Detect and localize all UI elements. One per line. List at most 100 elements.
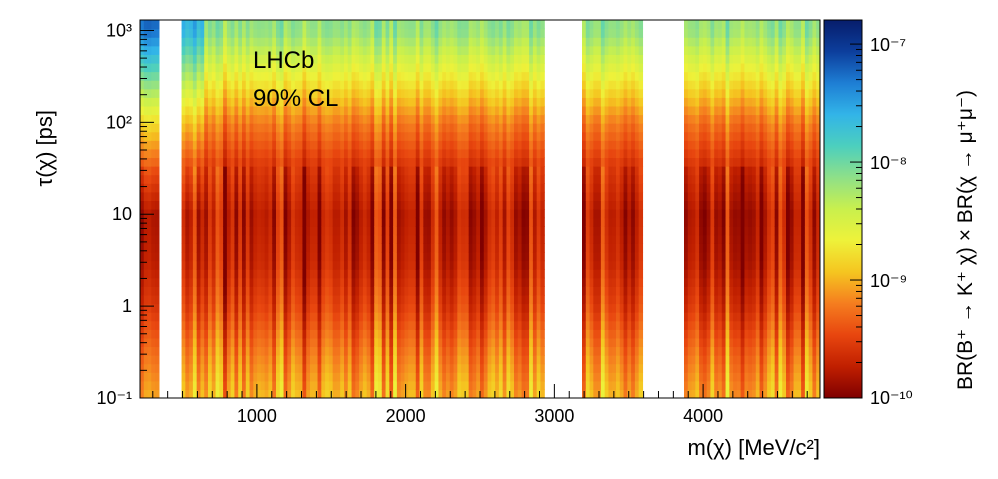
heatmap-cell (249, 277, 254, 287)
heatmap-cell (242, 209, 247, 219)
heatmap-cell (461, 123, 466, 133)
heatmap-cell (430, 209, 436, 219)
heatmap-cell (427, 37, 432, 47)
heatmap-cell (400, 123, 406, 133)
heatmap-cell (627, 329, 632, 339)
heatmap-cell (359, 320, 364, 330)
heatmap-cell (487, 269, 492, 279)
heatmap-cell (449, 191, 455, 202)
heatmap-cell (476, 294, 481, 305)
heatmap-cell (502, 123, 508, 133)
heatmap-cell (287, 166, 292, 176)
heatmap-cell (400, 183, 406, 193)
heatmap-cell (268, 20, 273, 30)
heatmap-cell (396, 88, 402, 98)
heatmap-cell (480, 217, 485, 227)
heatmap-cell (612, 97, 617, 107)
heatmap-cell (374, 157, 379, 167)
heatmap-cell (325, 217, 330, 227)
heatmap-cell (151, 217, 156, 227)
heatmap-cell (321, 243, 326, 253)
heatmap-cell (529, 243, 534, 253)
heatmap-cell (374, 123, 379, 133)
heatmap-cell (415, 97, 421, 107)
heatmap-cell (151, 166, 156, 176)
heatmap-cell (378, 45, 383, 55)
heatmap-cell (291, 260, 296, 270)
heatmap-cell (532, 389, 538, 398)
heatmap-cell (325, 183, 330, 193)
heatmap-cell (219, 97, 224, 107)
heatmap-cell (600, 88, 606, 98)
heatmap-cell (298, 114, 304, 124)
heatmap-cell (582, 209, 587, 219)
heatmap-cell (525, 62, 530, 73)
heatmap-cell (347, 243, 353, 253)
heatmap-cell (208, 97, 213, 107)
heatmap-cell (317, 105, 322, 116)
heatmap-cell (249, 131, 254, 141)
heatmap-cell (336, 200, 341, 210)
heatmap-cell (374, 80, 379, 90)
heatmap-cell (585, 131, 591, 141)
heatmap-cell (532, 372, 538, 382)
heatmap-cell (143, 209, 149, 219)
heatmap-cell (260, 131, 266, 141)
heatmap-cell (140, 286, 145, 296)
heatmap-cell (242, 37, 247, 47)
heatmap-cell (245, 20, 251, 30)
heatmap-cell (253, 337, 258, 348)
heatmap-cell (381, 217, 387, 227)
heatmap-cell (260, 105, 266, 116)
heatmap-cell (257, 217, 262, 227)
heatmap-cell (147, 286, 152, 296)
heatmap-cell (438, 380, 443, 391)
heatmap-cell (608, 209, 613, 219)
heatmap-cell (582, 191, 587, 202)
heatmap-cell (204, 80, 209, 90)
heatmap-cell (434, 140, 440, 150)
heatmap-cell (476, 251, 481, 262)
heatmap-cell (408, 45, 413, 55)
heatmap-cell (495, 226, 500, 236)
heatmap-cell (415, 131, 421, 141)
heatmap-cell (298, 28, 304, 38)
heatmap-cell (540, 105, 545, 116)
heatmap-cell (310, 114, 315, 124)
heatmap-cell (400, 88, 406, 98)
heatmap-cell (366, 380, 372, 391)
heatmap-cell (260, 97, 266, 107)
heatmap-cell (525, 277, 530, 287)
heatmap-cell (366, 320, 372, 330)
heatmap-cell (332, 80, 338, 90)
heatmap-cell (529, 140, 534, 150)
heatmap-cell (457, 303, 462, 313)
heatmap-cell (223, 217, 228, 227)
heatmap-cell (245, 329, 251, 339)
heatmap-cell (438, 20, 443, 30)
heatmap-cell (298, 71, 304, 81)
heatmap-cell (200, 234, 205, 244)
heatmap-cell (347, 209, 353, 219)
heatmap-cell (192, 251, 198, 262)
heatmap-cell (155, 123, 160, 133)
heatmap-cell (585, 346, 591, 356)
heatmap-cell (442, 20, 447, 30)
heatmap-cell (536, 337, 542, 348)
heatmap-cell (355, 277, 360, 287)
heatmap-cell (593, 363, 598, 373)
heatmap-cell (283, 303, 288, 313)
heatmap-cell (434, 286, 440, 296)
heatmap-cell (226, 45, 232, 55)
heatmap-cell (257, 294, 262, 305)
heatmap-cell (276, 28, 281, 38)
heatmap-cell (302, 380, 307, 391)
heatmap-cell (272, 329, 277, 339)
heatmap-cell (332, 277, 338, 287)
heatmap-cell (487, 174, 492, 184)
heatmap-cell (430, 346, 436, 356)
heatmap-cell (294, 251, 300, 262)
heatmap-cell (283, 28, 288, 38)
heatmap-cell (294, 277, 300, 287)
heatmap-cell (540, 217, 545, 227)
